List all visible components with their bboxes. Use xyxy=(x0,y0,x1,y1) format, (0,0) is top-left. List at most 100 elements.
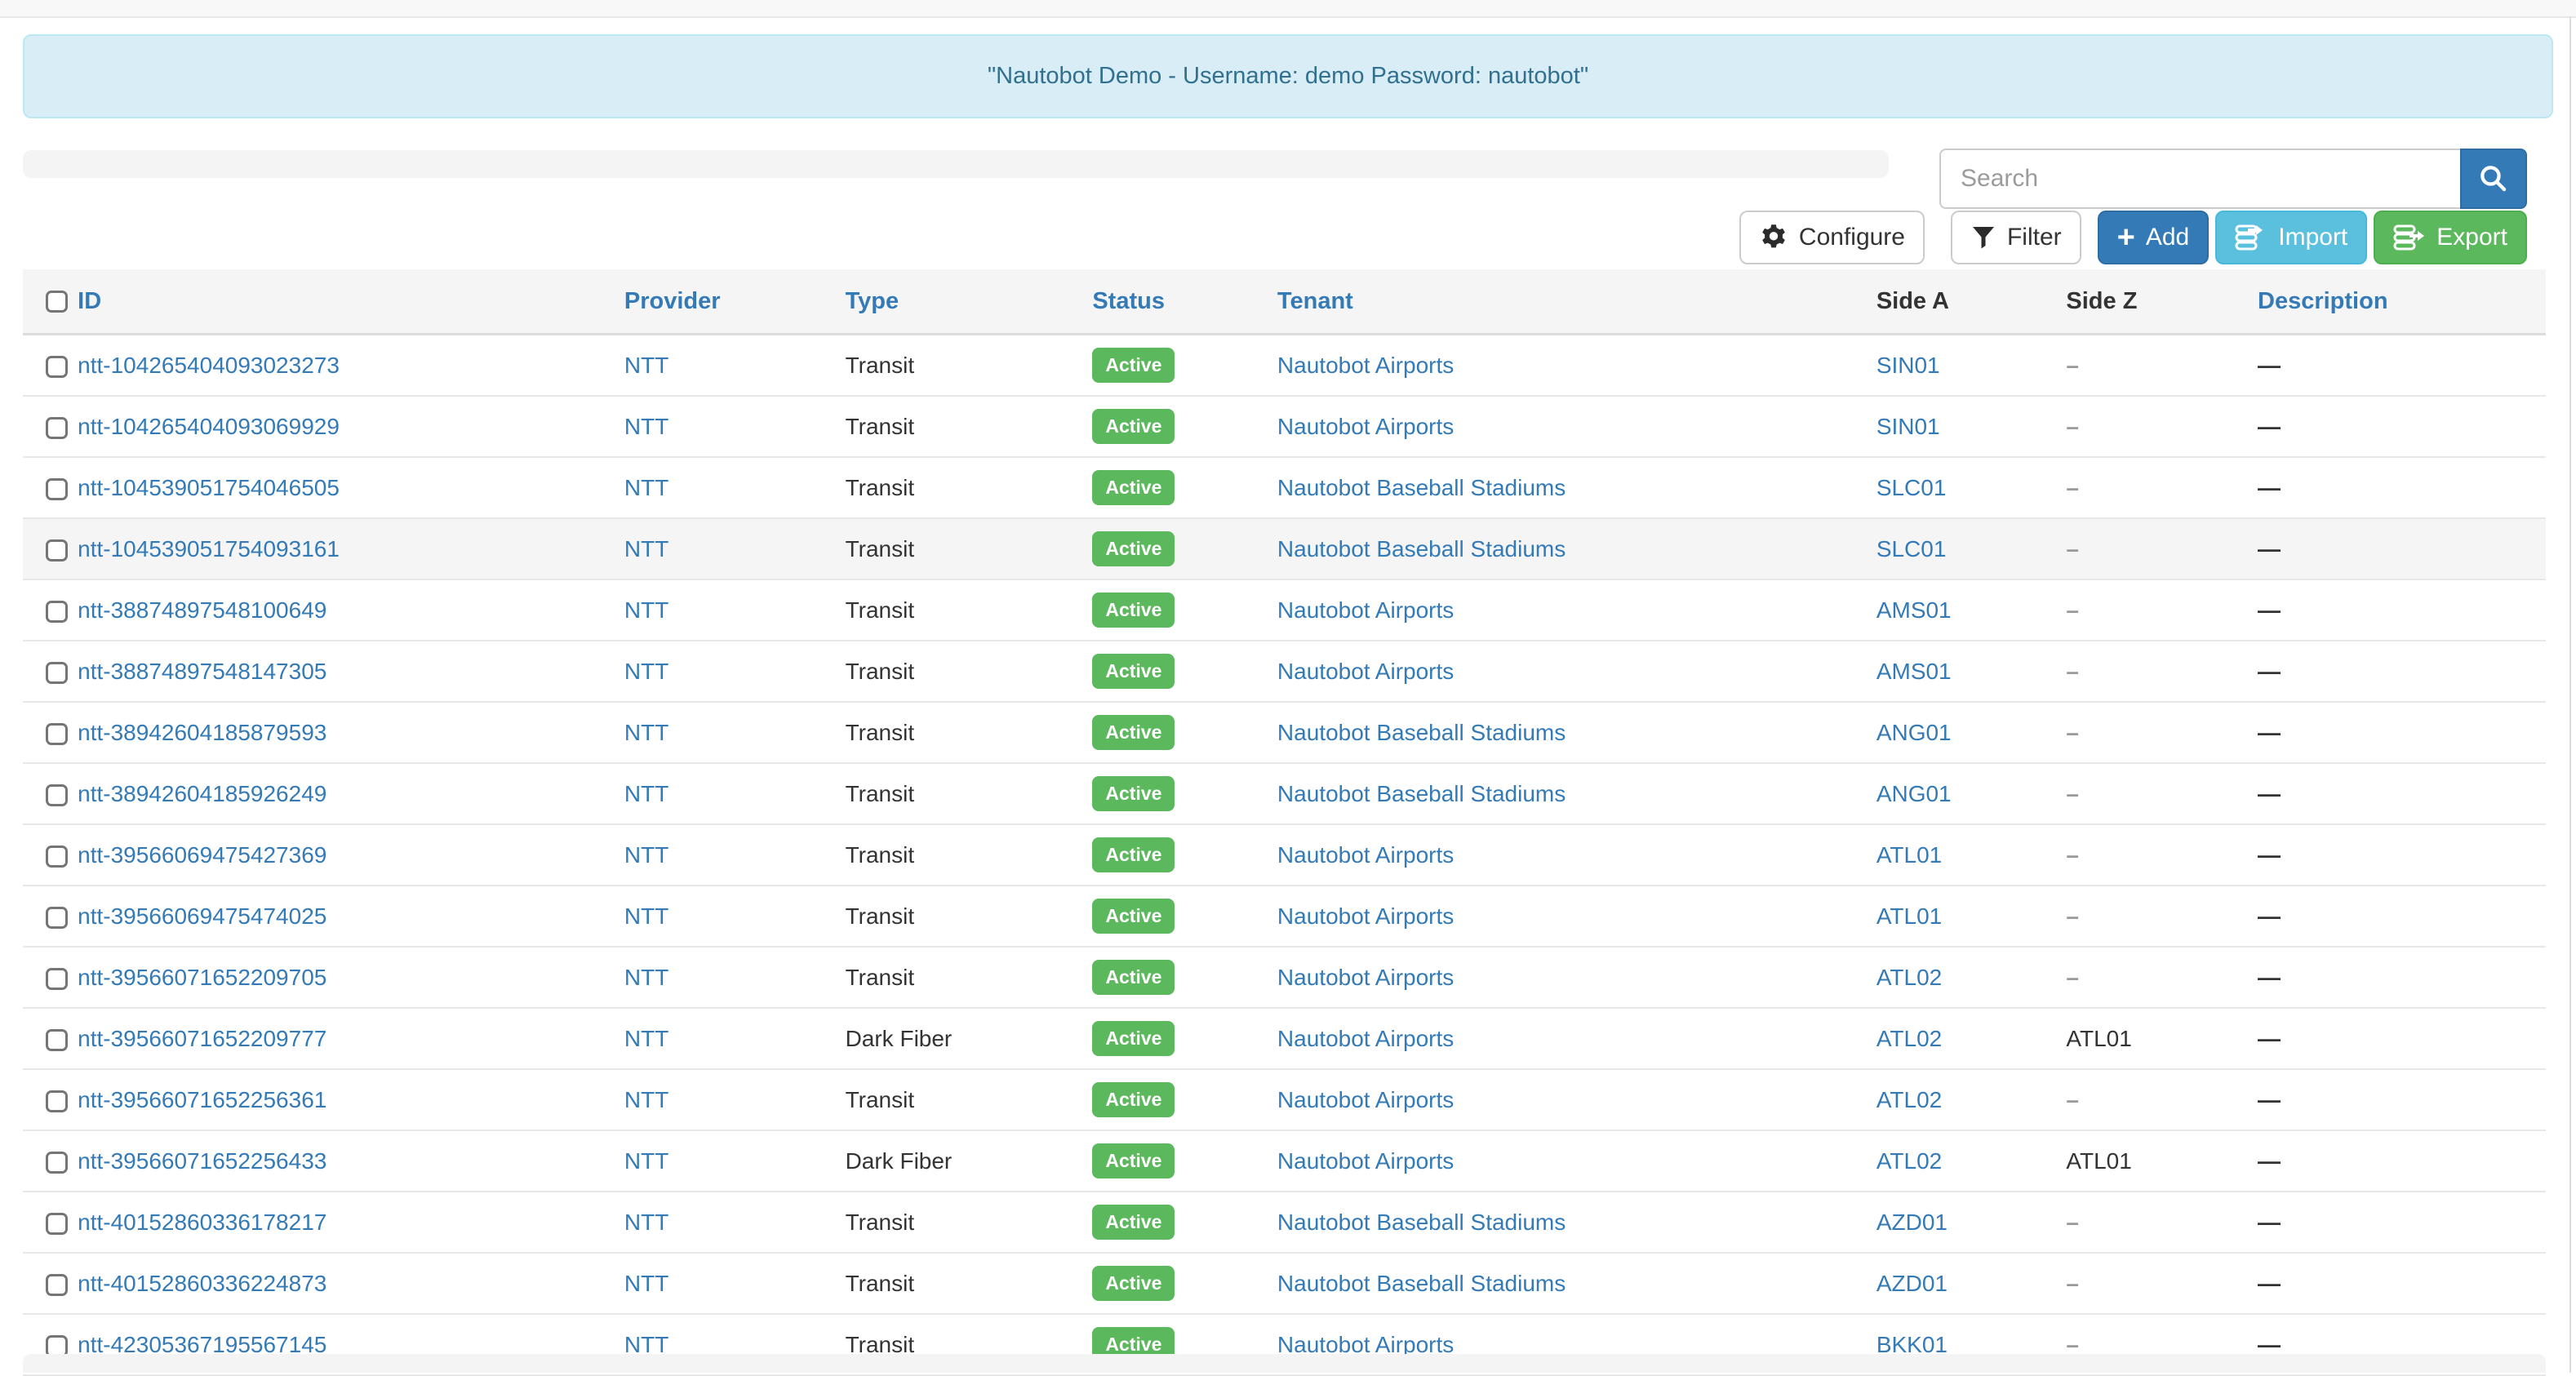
status-badge[interactable]: Active xyxy=(1092,776,1175,811)
provider-link[interactable]: NTT xyxy=(624,658,669,684)
configure-button[interactable]: Configure xyxy=(1739,211,1925,264)
scrollbar-track[interactable] xyxy=(2569,16,2571,1373)
circuit-id-link[interactable]: ntt-104539051754093161 xyxy=(78,535,340,561)
provider-link[interactable]: NTT xyxy=(624,903,669,929)
side-a-link[interactable]: AMS01 xyxy=(1876,658,1952,684)
side-a-link[interactable]: ATL02 xyxy=(1876,1147,1943,1174)
status-badge[interactable]: Active xyxy=(1092,1266,1175,1301)
provider-link[interactable]: NTT xyxy=(624,1086,669,1112)
circuit-id-link[interactable]: ntt-42305367195567145 xyxy=(78,1331,327,1357)
search-input[interactable] xyxy=(1939,149,2460,209)
side-a-link[interactable]: ATL02 xyxy=(1876,1086,1943,1112)
circuit-id-link[interactable]: ntt-39566069475427369 xyxy=(78,841,327,868)
status-badge[interactable]: Active xyxy=(1092,531,1175,566)
provider-link[interactable]: NTT xyxy=(624,352,669,378)
side-a-link[interactable]: SLC01 xyxy=(1876,474,1947,500)
tenant-link[interactable]: Nautobot Airports xyxy=(1277,658,1455,684)
export-button[interactable]: Export xyxy=(2374,211,2527,264)
status-badge[interactable]: Active xyxy=(1092,1082,1175,1117)
side-a-link[interactable]: ATL01 xyxy=(1876,903,1943,929)
side-a-link[interactable]: ANG01 xyxy=(1876,719,1952,745)
circuit-id-link[interactable]: ntt-104265404093023273 xyxy=(78,352,340,378)
add-button[interactable]: + Add xyxy=(2097,211,2210,264)
status-badge[interactable]: Active xyxy=(1092,470,1175,505)
circuit-id-link[interactable]: ntt-104265404093069929 xyxy=(78,413,340,439)
tenant-link[interactable]: Nautobot Airports xyxy=(1277,1331,1455,1357)
circuit-id-link[interactable]: ntt-38942604185879593 xyxy=(78,719,327,745)
side-a-link[interactable]: ATL01 xyxy=(1876,841,1943,868)
row-checkbox[interactable] xyxy=(46,1090,68,1112)
circuit-id-link[interactable]: ntt-39566071652256433 xyxy=(78,1147,327,1174)
row-checkbox[interactable] xyxy=(46,967,68,990)
tenant-link[interactable]: Nautobot Airports xyxy=(1277,1025,1455,1051)
circuit-id-link[interactable]: ntt-38874897548147305 xyxy=(78,658,327,684)
side-a-link[interactable]: SIN01 xyxy=(1876,413,1940,439)
side-a-link[interactable]: AZD01 xyxy=(1876,1209,1948,1235)
column-header-description[interactable]: Description xyxy=(2258,287,2388,314)
tenant-link[interactable]: Nautobot Airports xyxy=(1277,597,1455,623)
provider-link[interactable]: NTT xyxy=(624,1209,669,1235)
import-button[interactable]: Import xyxy=(2215,211,2368,264)
row-checkbox[interactable] xyxy=(46,906,68,929)
column-header-id[interactable]: ID xyxy=(78,287,102,314)
column-header-tenant[interactable]: Tenant xyxy=(1277,287,1353,314)
status-badge[interactable]: Active xyxy=(1092,348,1175,383)
side-a-link[interactable]: AZD01 xyxy=(1876,1270,1948,1296)
row-checkbox[interactable] xyxy=(46,1151,68,1174)
column-header-provider[interactable]: Provider xyxy=(624,287,721,314)
row-checkbox[interactable] xyxy=(46,783,68,806)
status-badge[interactable]: Active xyxy=(1092,899,1175,934)
provider-link[interactable]: NTT xyxy=(624,535,669,561)
select-all-checkbox[interactable] xyxy=(46,291,68,313)
tenant-link[interactable]: Nautobot Airports xyxy=(1277,352,1455,378)
row-checkbox[interactable] xyxy=(46,845,68,868)
status-badge[interactable]: Active xyxy=(1092,1143,1175,1178)
row-checkbox[interactable] xyxy=(46,1212,68,1235)
provider-link[interactable]: NTT xyxy=(624,780,669,806)
row-checkbox[interactable] xyxy=(46,477,68,500)
tenant-link[interactable]: Nautobot Baseball Stadiums xyxy=(1277,719,1566,745)
row-checkbox[interactable] xyxy=(46,1028,68,1051)
row-checkbox[interactable] xyxy=(46,722,68,745)
row-checkbox[interactable] xyxy=(46,600,68,623)
provider-link[interactable]: NTT xyxy=(624,841,669,868)
status-badge[interactable]: Active xyxy=(1092,409,1175,444)
column-header-type[interactable]: Type xyxy=(845,287,899,314)
search-button[interactable] xyxy=(2460,149,2527,209)
provider-link[interactable]: NTT xyxy=(624,597,669,623)
status-badge[interactable]: Active xyxy=(1092,593,1175,628)
provider-link[interactable]: NTT xyxy=(624,1025,669,1051)
provider-link[interactable]: NTT xyxy=(624,964,669,990)
row-checkbox[interactable] xyxy=(46,355,68,378)
side-a-link[interactable]: SIN01 xyxy=(1876,352,1940,378)
tenant-link[interactable]: Nautobot Airports xyxy=(1277,1147,1455,1174)
circuit-id-link[interactable]: ntt-40152860336178217 xyxy=(78,1209,327,1235)
side-a-link[interactable]: BKK01 xyxy=(1876,1331,1948,1357)
status-badge[interactable]: Active xyxy=(1092,837,1175,872)
tenant-link[interactable]: Nautobot Baseball Stadiums xyxy=(1277,780,1566,806)
row-checkbox[interactable] xyxy=(46,416,68,439)
tenant-link[interactable]: Nautobot Baseball Stadiums xyxy=(1277,1209,1566,1235)
provider-link[interactable]: NTT xyxy=(624,1270,669,1296)
side-z-value[interactable]: ATL01 xyxy=(2066,1147,2132,1174)
provider-link[interactable]: NTT xyxy=(624,474,669,500)
side-a-link[interactable]: SLC01 xyxy=(1876,535,1947,561)
status-badge[interactable]: Active xyxy=(1092,654,1175,689)
side-a-link[interactable]: ANG01 xyxy=(1876,780,1952,806)
tenant-link[interactable]: Nautobot Airports xyxy=(1277,1086,1455,1112)
filter-button[interactable]: Filter xyxy=(1950,211,2081,264)
circuit-id-link[interactable]: ntt-39566071652209777 xyxy=(78,1025,327,1051)
column-header-status[interactable]: Status xyxy=(1092,287,1165,314)
tenant-link[interactable]: Nautobot Airports xyxy=(1277,964,1455,990)
circuit-id-link[interactable]: ntt-104539051754046505 xyxy=(78,474,340,500)
circuit-id-link[interactable]: ntt-39566069475474025 xyxy=(78,903,327,929)
tenant-link[interactable]: Nautobot Baseball Stadiums xyxy=(1277,535,1566,561)
circuit-id-link[interactable]: ntt-39566071652209705 xyxy=(78,964,327,990)
provider-link[interactable]: NTT xyxy=(624,1147,669,1174)
tenant-link[interactable]: Nautobot Airports xyxy=(1277,903,1455,929)
circuit-id-link[interactable]: ntt-38874897548100649 xyxy=(78,597,327,623)
row-checkbox[interactable] xyxy=(46,1273,68,1296)
status-badge[interactable]: Active xyxy=(1092,1205,1175,1240)
circuit-id-link[interactable]: ntt-39566071652256361 xyxy=(78,1086,327,1112)
provider-link[interactable]: NTT xyxy=(624,1331,669,1357)
